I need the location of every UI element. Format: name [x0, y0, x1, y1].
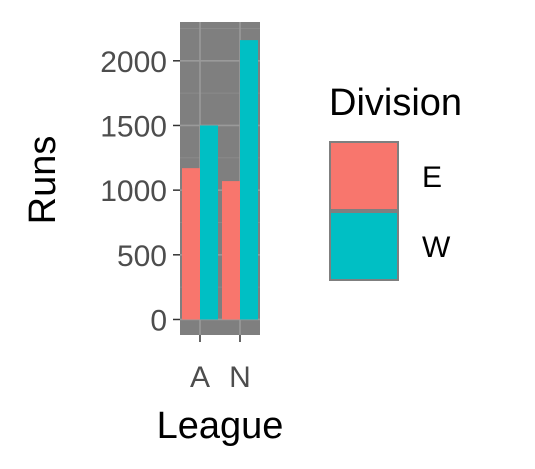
legend: Division E W	[329, 82, 462, 281]
x-tick-label: N	[229, 361, 251, 394]
bar-A-E	[182, 168, 200, 320]
y-axis-title: Runs	[22, 136, 64, 225]
y-tick-label: 1000	[100, 175, 167, 208]
y-axis: 0 500 1000 1500 2000	[100, 46, 180, 337]
bar-N-E	[222, 181, 240, 320]
bar-N-W	[240, 40, 258, 320]
bar-A-W	[200, 125, 218, 320]
x-tick-label: A	[190, 361, 210, 394]
y-tick-label: 500	[117, 240, 167, 273]
y-tick-label: 0	[150, 304, 167, 337]
x-axis-title: League	[157, 405, 284, 447]
legend-key-E	[331, 143, 397, 209]
y-tick-label: 1500	[100, 110, 167, 143]
bars	[182, 40, 258, 320]
legend-label-W: W	[422, 231, 451, 264]
legend-key-W	[331, 213, 397, 279]
legend-title: Division	[329, 82, 462, 124]
legend-label-E: E	[422, 161, 442, 194]
y-tick-label: 2000	[100, 46, 167, 79]
